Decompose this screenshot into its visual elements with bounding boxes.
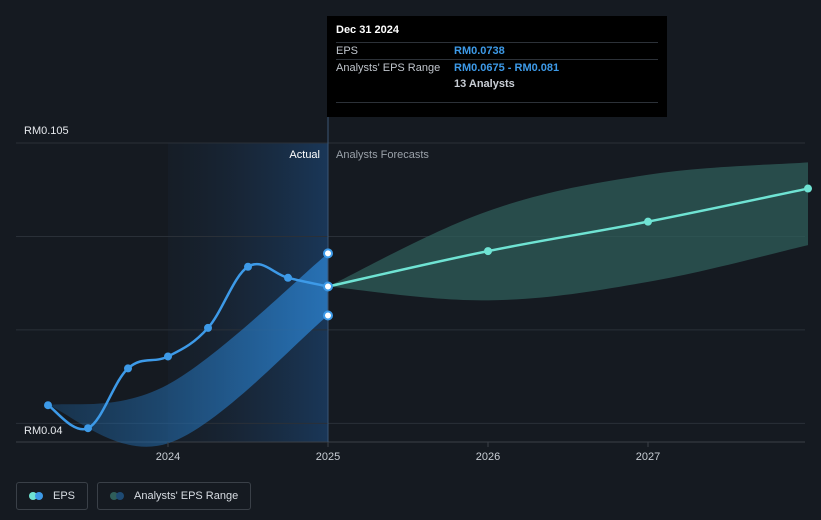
x-tick-label: 2027 — [636, 451, 660, 463]
tooltip-analysts-row: 13 Analysts — [336, 76, 658, 103]
x-tick-label: 2024 — [156, 451, 180, 463]
eps-point[interactable] — [124, 364, 132, 373]
tooltip-eps-value: RM0.0738 — [454, 45, 505, 57]
chart-legend: EPS Analysts' EPS Range — [16, 482, 252, 510]
eps-point[interactable] — [204, 323, 212, 332]
tooltip-analysts-count: 13 Analysts — [454, 78, 515, 90]
forecast-eps-range-band — [328, 162, 808, 301]
eps-range-endpoint[interactable] — [323, 310, 333, 321]
x-tick-label: 2026 — [476, 451, 500, 463]
eps-forecast-point[interactable] — [644, 217, 652, 226]
tooltip-date: Dec 31 2024 — [336, 24, 399, 36]
eps-point[interactable] — [44, 401, 52, 410]
tooltip-range-value: RM0.0675 - RM0.081 — [454, 62, 560, 74]
y-axis-bottom-label: RM0.04 — [24, 425, 63, 437]
eps-series-line — [47, 262, 329, 431]
actual-region-label: Actual — [289, 149, 320, 161]
eps-point[interactable] — [323, 281, 333, 292]
legend-eps-button[interactable]: EPS — [16, 482, 89, 510]
eps-point[interactable] — [164, 352, 172, 361]
legend-eps-label: EPS — [53, 490, 76, 502]
eps-point[interactable] — [284, 273, 292, 282]
hover-tooltip: Dec 31 2024 EPS RM0.0738 Analysts' EPS R… — [327, 16, 667, 117]
eps-forecast-series-line — [327, 187, 809, 288]
eps-point[interactable] — [244, 262, 252, 271]
legend-range-label: Analysts' EPS Range — [134, 490, 239, 502]
eps-range-swatch-icon — [110, 492, 126, 500]
eps-forecast-point[interactable] — [484, 247, 492, 256]
tooltip-eps-label: EPS — [336, 45, 359, 57]
tooltip-range-row: Analysts' EPS Range RM0.0675 - RM0.081 — [336, 59, 658, 76]
y-axis-top-label: RM0.105 — [24, 125, 69, 137]
past-eps-range-band — [48, 253, 328, 447]
eps-swatch-icon — [29, 492, 45, 500]
eps-range-endpoint[interactable] — [323, 248, 333, 259]
eps-forecast-point[interactable] — [804, 184, 812, 193]
forecast-region-label: Analysts Forecasts — [336, 149, 429, 161]
x-tick-label: 2025 — [316, 451, 340, 463]
eps-point[interactable] — [84, 424, 92, 433]
tooltip-range-label: Analysts' EPS Range — [336, 62, 441, 74]
legend-range-button[interactable]: Analysts' EPS Range — [97, 482, 252, 510]
tooltip-eps-row: EPS RM0.0738 — [336, 42, 658, 59]
